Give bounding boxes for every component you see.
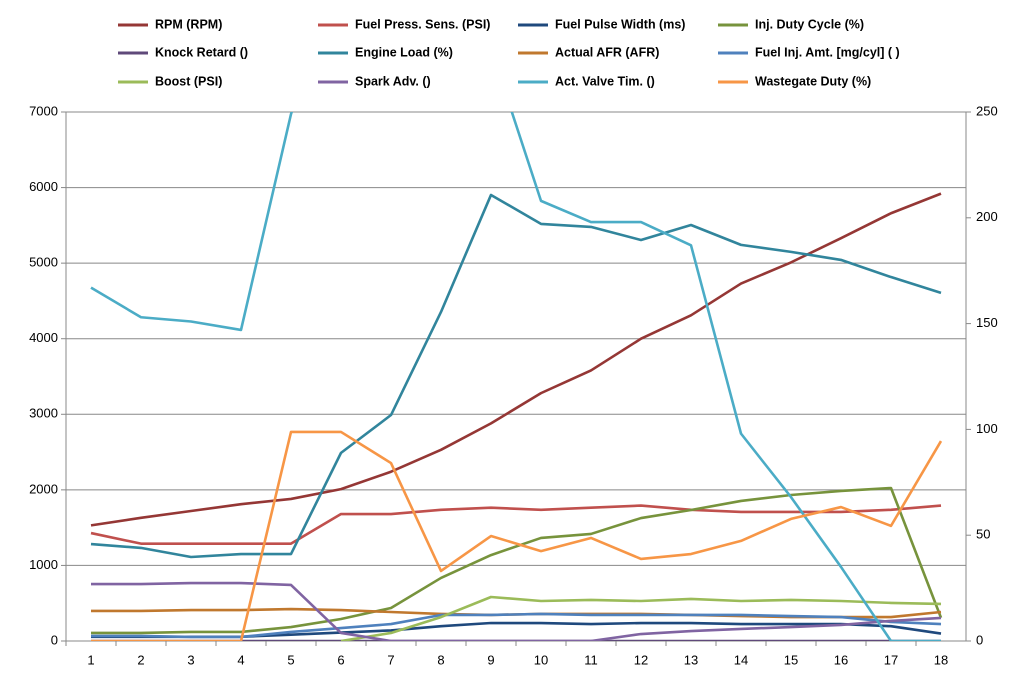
y-tick-label: 5000 [29,255,58,270]
y-tick-label: 0 [51,632,58,647]
x-tick-label: 5 [287,652,294,667]
x-tick-label: 17 [884,652,898,667]
y2-tick-label: 200 [976,209,998,224]
legend-label: Engine Load (%) [355,45,453,59]
y-tick-label: 4000 [29,330,58,345]
x-tick-label: 1 [87,652,94,667]
legend-label: Fuel Press. Sens. (PSI) [355,17,490,31]
y-tick-label: 7000 [29,103,58,118]
series-line [90,112,941,641]
series-line [90,192,942,527]
y2-tick-label: 150 [976,315,998,330]
y2-tick-label: 0 [976,632,983,647]
y-tick-label: 3000 [29,406,58,421]
y2-tick-label: 50 [976,527,990,542]
series-line [91,486,943,635]
legend-label: Inj. Duty Cycle (%) [755,17,864,31]
series-line [340,595,942,641]
x-tick-label: 2 [137,652,144,667]
y-tick-label: 1000 [29,557,58,572]
x-tick-label: 11 [584,652,598,667]
x-tick-label: 15 [784,652,798,667]
x-tick-label: 10 [534,652,548,667]
y-tick-label: 6000 [29,179,58,194]
legend-label: Wastegate Duty (%) [755,74,871,88]
x-tick-label: 13 [684,652,698,667]
x-tick-label: 6 [337,652,344,667]
series-line [91,430,943,641]
series-line [91,581,942,641]
legend-label: Spark Adv. () [355,74,431,88]
legend-label: Act. Valve Tim. () [555,74,655,88]
legend-label: Actual AFR (AFR) [555,45,659,59]
legend-label: Knock Retard () [155,45,248,59]
x-tick-label: 7 [387,652,394,667]
legend-label: RPM (RPM) [155,17,222,31]
x-tick-label: 16 [834,652,848,667]
legend-label: Fuel Pulse Width (ms) [555,17,685,31]
x-tick-label: 9 [487,652,494,667]
x-tick-label: 14 [734,652,748,667]
legend-label: Boost (PSI) [155,74,222,88]
x-tick-label: 12 [634,652,648,667]
grid [61,111,971,646]
x-tick-label: 8 [437,652,444,667]
x-tick-label: 4 [237,652,244,667]
y2-tick-label: 100 [976,421,998,436]
plot-area [90,112,943,641]
series-line [91,612,942,639]
x-tick-label: 18 [934,652,948,667]
y-tick-label: 2000 [29,481,58,496]
series-line [90,193,942,559]
legend-label: Fuel Inj. Amt. [mg/cyl] ( ) [755,45,900,59]
series-line [90,504,942,545]
y2-tick-label: 250 [976,103,998,118]
x-tick-label: 3 [187,652,194,667]
